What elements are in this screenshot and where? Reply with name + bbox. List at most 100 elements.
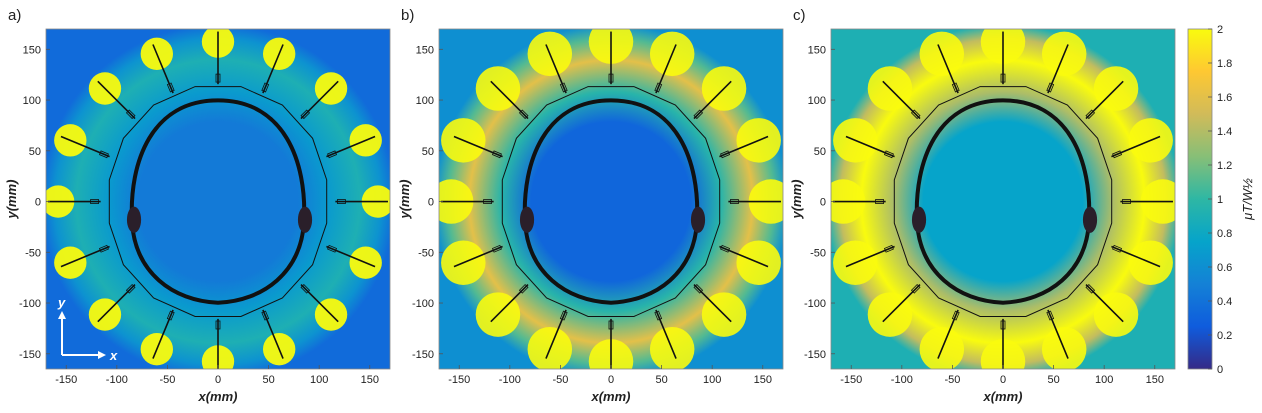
coil-capacitor — [518, 109, 529, 120]
coil-element — [937, 44, 959, 94]
coil-capacitor — [1085, 284, 1096, 294]
x-tick-label: 150 — [1146, 374, 1164, 386]
inset-x-label: x — [109, 348, 118, 363]
x-tick-label: 100 — [1095, 374, 1113, 386]
coil-capacitor — [951, 310, 960, 321]
coil-element — [719, 245, 769, 268]
y-tick-label: 100 — [808, 95, 826, 107]
coil-element — [60, 135, 110, 158]
y-tick-label: -100 — [412, 298, 434, 310]
y-axis-label: y(mm) — [789, 179, 804, 219]
x-tick-label: 100 — [703, 374, 721, 386]
coil-element — [845, 135, 895, 158]
colorbar: 0 0.2 0.4 0.6 0.8 1 1.2 1.4 1.6 1.8 2 μT/W½ — [1187, 24, 1255, 376]
coil-element — [453, 245, 503, 268]
x-axis-label: x(mm) — [982, 389, 1022, 404]
coil-capacitor — [1112, 244, 1123, 253]
coil-capacitor — [215, 320, 221, 330]
coil-element — [97, 283, 136, 323]
coil-capacitor — [483, 199, 492, 204]
coil-element — [655, 309, 677, 359]
x-tick-label: -50 — [552, 374, 568, 386]
coil-former — [108, 86, 328, 317]
field-gradient — [831, 29, 1175, 369]
y-axis-label: y(mm) — [397, 179, 412, 219]
coil-capacitor — [98, 244, 109, 253]
coil-element — [300, 80, 339, 120]
y-tick-label: -100 — [19, 298, 41, 310]
x-axis-label: x(mm) — [197, 389, 237, 404]
field-gradient — [439, 29, 783, 369]
y-tick-label: 0 — [428, 197, 434, 209]
x-tick-label: -150 — [840, 374, 862, 386]
y-tick-label: -50 — [418, 247, 434, 259]
coil-element — [845, 245, 895, 268]
x-tick-label: 50 — [655, 374, 667, 386]
head-outline — [522, 98, 700, 305]
coil-element — [152, 309, 174, 359]
coil-capacitor — [720, 150, 731, 159]
ear-left — [519, 206, 535, 233]
coil-element — [262, 309, 284, 359]
coil-capacitor — [654, 310, 663, 321]
coil-element — [326, 135, 376, 158]
x-tick-label: 0 — [608, 374, 614, 386]
coil-capacitor — [693, 109, 704, 120]
y-tick-label: 150 — [416, 44, 434, 56]
coil-element — [490, 80, 529, 120]
x-tick-label: 50 — [262, 374, 274, 386]
coil-former — [893, 86, 1113, 317]
coil-element — [1111, 135, 1161, 158]
coil-capacitor — [1000, 320, 1006, 330]
colorbar-tick-label: 1.2 — [1217, 160, 1232, 172]
coil-capacitor — [1112, 150, 1123, 159]
x-tick-label: -50 — [944, 374, 960, 386]
ear-left — [911, 206, 927, 233]
coil-capacitor — [1046, 82, 1055, 93]
x-tick-label: -100 — [499, 374, 521, 386]
inset-y-label: y — [57, 295, 66, 310]
head-outline — [914, 98, 1092, 305]
x-tick-label: -150 — [448, 374, 470, 386]
x-tick-label: 100 — [310, 374, 328, 386]
coil-capacitor — [910, 109, 921, 120]
ear-right — [297, 206, 313, 233]
coil-capacitor — [337, 199, 346, 204]
coil-element — [693, 80, 732, 120]
coil-capacitor — [491, 150, 502, 159]
coil-capacitor — [1000, 73, 1006, 83]
x-tick-label: 150 — [754, 374, 772, 386]
coil-capacitor — [608, 73, 614, 83]
coil-capacitor — [491, 244, 502, 253]
y-axis-label: y(mm) — [4, 179, 19, 219]
y-tick-label: 150 — [23, 44, 41, 56]
coil-element — [97, 80, 136, 120]
coil-capacitor — [125, 284, 136, 294]
coil-capacitor — [300, 284, 311, 294]
panel-a: -150 -100 -50 0 50 100 150 -150 -100 -50 0 50 100 150… — [4, 7, 391, 404]
coil-capacitor — [261, 310, 270, 321]
colorbar-tick-label: 2 — [1217, 24, 1223, 36]
coil-capacitor — [730, 199, 739, 204]
colorbar-tick-label: 0 — [1217, 364, 1223, 376]
coil-capacitor — [166, 310, 175, 321]
colorbar-tick-label: 1.6 — [1217, 92, 1232, 104]
coil-capacitor — [215, 73, 221, 83]
coil-element — [60, 245, 110, 268]
coil-capacitor — [654, 82, 663, 93]
coil-capacitor — [261, 82, 270, 93]
y-tick-label: -150 — [804, 349, 826, 361]
coil-capacitor — [559, 82, 568, 93]
coil-capacitor — [559, 310, 568, 321]
colorbar-tick-label: 0.4 — [1217, 296, 1232, 308]
coil-former — [501, 86, 721, 317]
coil-element — [1047, 309, 1069, 359]
x-tick-label: -150 — [55, 374, 77, 386]
coil-element — [262, 44, 284, 94]
x-tick-label: -50 — [159, 374, 175, 386]
colorbar-label: μT/W½ — [1240, 178, 1255, 221]
coil-capacitor — [125, 109, 136, 120]
field-map — [46, 29, 390, 369]
y-tick-label: 100 — [416, 95, 434, 107]
coil-element — [545, 44, 567, 94]
